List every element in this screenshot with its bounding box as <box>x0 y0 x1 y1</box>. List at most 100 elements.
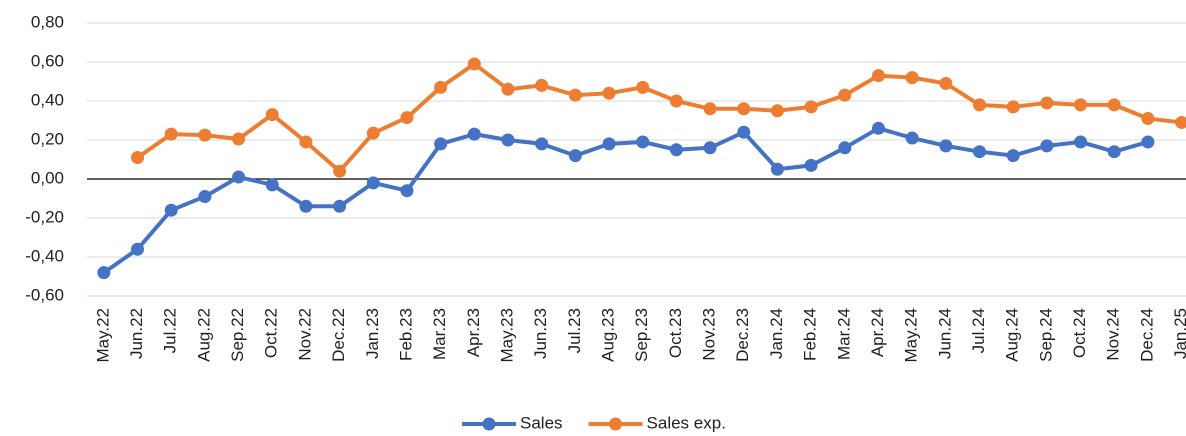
x-tick-label: Jun.22 <box>127 308 146 359</box>
point <box>1006 100 1020 114</box>
point <box>1040 96 1054 110</box>
point <box>804 100 818 114</box>
point <box>838 88 852 102</box>
point <box>568 149 582 163</box>
x-tick-label: Jan.24 <box>767 308 786 359</box>
legend-label: Sales exp. <box>647 413 726 432</box>
point <box>131 242 145 256</box>
point <box>1074 98 1088 112</box>
x-tick-label: Aug.22 <box>194 308 213 362</box>
legend-label: Sales <box>520 413 563 432</box>
point <box>164 127 178 141</box>
y-tick-label: -0,20 <box>25 207 64 226</box>
x-tick-label: Apr.23 <box>464 308 483 357</box>
x-tick-label: Sep.23 <box>632 308 651 362</box>
point <box>636 80 650 94</box>
point <box>299 199 313 213</box>
point <box>265 178 279 192</box>
point <box>535 137 549 151</box>
point <box>1107 98 1121 112</box>
point <box>400 111 414 125</box>
point <box>1006 149 1020 163</box>
point <box>366 176 380 190</box>
point <box>265 108 279 122</box>
x-tick-label: Jul.24 <box>969 308 988 353</box>
x-tick-label: Apr.24 <box>868 308 887 357</box>
x-tick-label: Dec.23 <box>733 308 752 362</box>
point <box>1074 135 1088 149</box>
point <box>669 94 683 108</box>
x-tick-label: Sep.24 <box>1036 308 1055 362</box>
point <box>669 143 683 157</box>
point <box>198 190 212 204</box>
point <box>1107 145 1121 159</box>
x-tick-label: Mar.24 <box>834 308 853 360</box>
x-tick-label: Nov.22 <box>295 308 314 361</box>
x-tick-label: Jan.23 <box>363 308 382 359</box>
x-tick-label: Jun.24 <box>935 308 954 359</box>
x-tick-label: Dec.24 <box>1137 308 1156 362</box>
point <box>1141 112 1155 126</box>
point <box>905 71 919 85</box>
point <box>400 184 414 198</box>
x-tick-label: May.23 <box>497 308 516 363</box>
y-tick-label: 0,40 <box>31 90 64 109</box>
point <box>804 158 818 172</box>
point <box>232 132 246 146</box>
x-tick-label: Aug.24 <box>1003 308 1022 362</box>
point <box>501 82 515 96</box>
point <box>467 57 481 71</box>
point <box>1141 135 1155 149</box>
point <box>97 266 111 280</box>
point <box>703 141 717 155</box>
point <box>366 126 380 140</box>
x-tick-label: Aug.23 <box>599 308 618 362</box>
point <box>232 170 246 184</box>
point <box>568 88 582 102</box>
point <box>164 203 178 217</box>
y-tick-label: -0,60 <box>25 285 64 304</box>
point <box>333 199 347 213</box>
x-tick-label: Jul.22 <box>161 308 180 353</box>
point <box>939 139 953 153</box>
point <box>703 102 717 116</box>
point <box>333 164 347 178</box>
legend-item: Sales <box>462 413 563 432</box>
point <box>737 102 751 116</box>
x-tick-label: May.24 <box>902 308 921 363</box>
x-tick-label: Feb.23 <box>396 308 415 361</box>
point <box>871 121 885 135</box>
point <box>770 162 784 176</box>
series-line <box>102 126 1149 275</box>
x-tick-label: Oct.23 <box>666 308 685 358</box>
point <box>535 78 549 92</box>
x-tick-label: Sep.22 <box>228 308 247 362</box>
legend-item: Sales exp. <box>588 413 726 432</box>
point <box>871 69 885 83</box>
point <box>905 131 919 145</box>
y-tick-label: 0,60 <box>31 51 64 70</box>
series-line <box>136 61 1182 174</box>
point <box>198 128 212 142</box>
y-tick-label: 0,00 <box>31 168 64 187</box>
point <box>299 135 313 149</box>
x-tick-label: Jun.23 <box>531 308 550 359</box>
y-tick-label: 0,20 <box>31 129 64 148</box>
x-tick-label: Oct.24 <box>1070 308 1089 358</box>
y-tick-label: -0,40 <box>25 246 64 265</box>
point <box>973 98 987 112</box>
point <box>939 76 953 90</box>
x-tick-label: May.22 <box>93 308 112 363</box>
point <box>602 137 616 151</box>
x-tick-label: Dec.22 <box>329 308 348 362</box>
legend-marker <box>609 417 623 431</box>
point <box>737 125 751 139</box>
point <box>636 135 650 149</box>
x-tick-label: Mar.23 <box>430 308 449 360</box>
point <box>770 104 784 118</box>
y-tick-label: 0,80 <box>31 12 64 31</box>
point <box>434 80 448 94</box>
point <box>973 145 987 159</box>
x-tick-label: Nov.24 <box>1104 308 1123 361</box>
point <box>1175 115 1186 129</box>
